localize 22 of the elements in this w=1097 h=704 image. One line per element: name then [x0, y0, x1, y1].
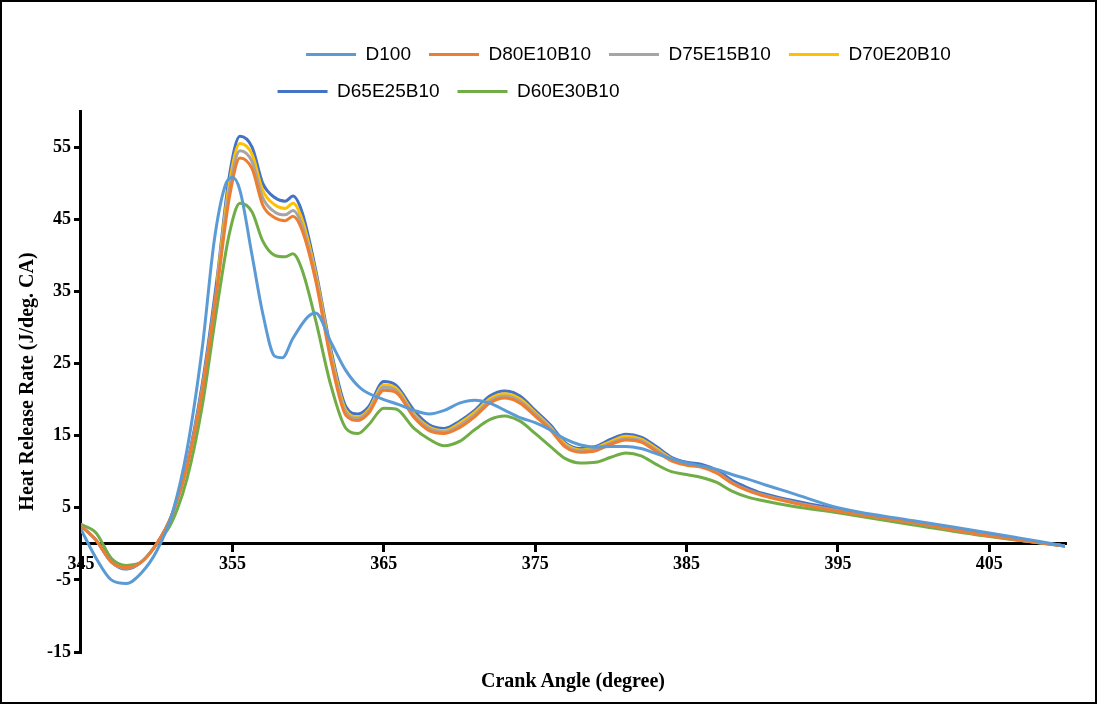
x-tick-label: 385 — [673, 553, 701, 574]
y-axis-title: Heat Release Rate (J/deg. CA) — [15, 252, 39, 511]
y-tick-label: 55 — [52, 135, 71, 156]
legend-label: D65E25B10 — [337, 79, 440, 101]
x-tick-label: 365 — [370, 553, 398, 574]
x-tick-label: 355 — [218, 553, 246, 574]
y-tick-label: 35 — [52, 279, 71, 300]
legend-label: D80E10B10 — [488, 42, 591, 64]
x-tick-label: 375 — [521, 553, 549, 574]
y-tick-label: 5 — [61, 496, 71, 517]
y-tick-label: -5 — [55, 568, 71, 589]
legend-label: D100 — [365, 42, 411, 64]
legend-label: D75E15B10 — [668, 42, 771, 64]
y-tick-label: 45 — [52, 207, 71, 228]
y-tick-label: 15 — [52, 424, 71, 445]
legend-label: D70E20B10 — [848, 42, 951, 64]
x-axis-title: Crank Angle (degree) — [480, 669, 666, 693]
y-tick-label: -15 — [46, 640, 71, 661]
x-tick-label: 395 — [824, 553, 852, 574]
y-tick-label: 25 — [52, 352, 71, 373]
legend-label: D60E30B10 — [517, 79, 620, 101]
x-tick-label: 405 — [975, 553, 1003, 574]
